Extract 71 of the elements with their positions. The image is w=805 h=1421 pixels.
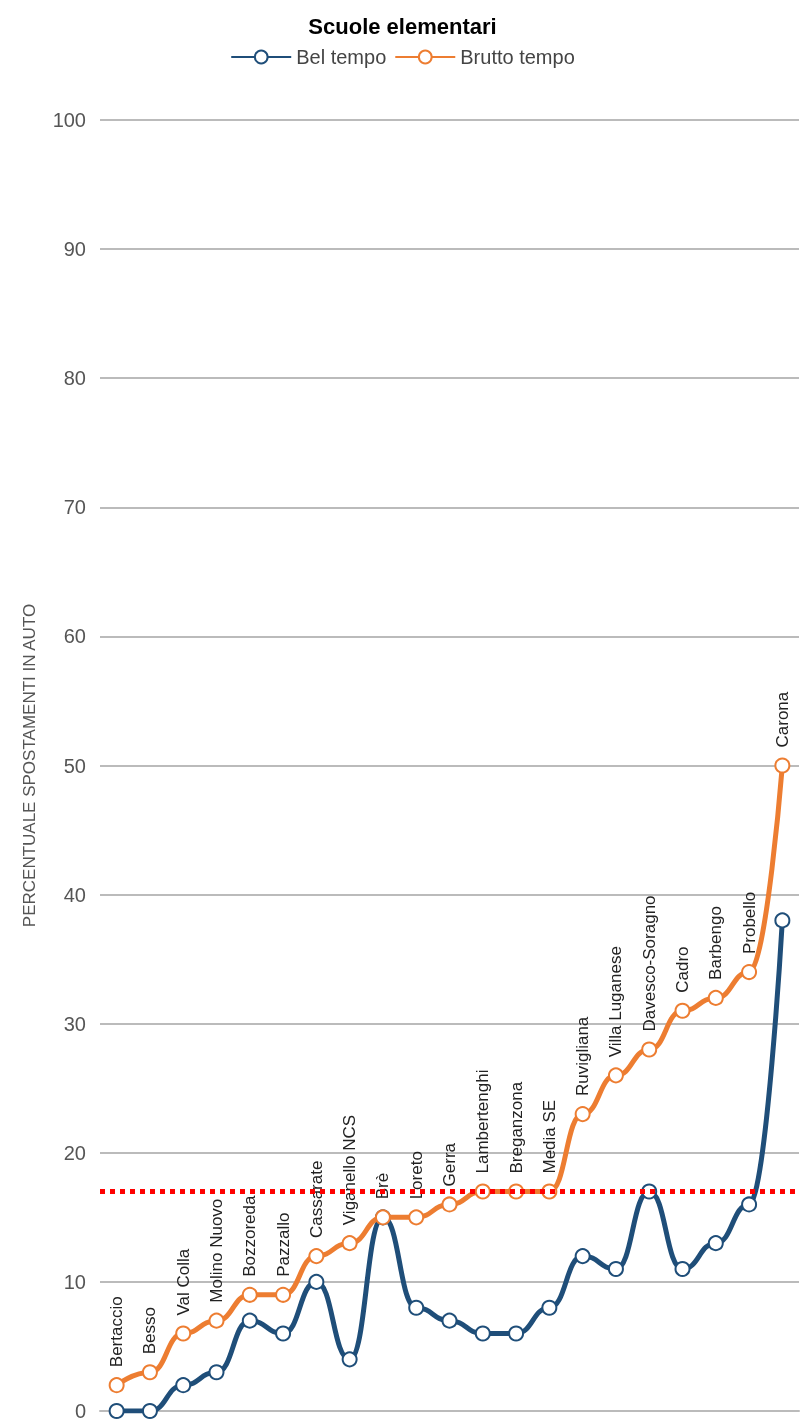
y-tick-label: 70	[63, 496, 86, 519]
y-tick-label: 20	[63, 1141, 86, 1164]
y-tick-label: 90	[63, 238, 86, 261]
x-tick-label: Pazzallo	[273, 1212, 293, 1277]
point	[175, 1377, 192, 1394]
y-tick-label: 40	[63, 883, 86, 906]
x-tick-label: Gerra	[440, 1142, 459, 1187]
point	[574, 1106, 591, 1123]
x-tick-label: Bertaccio	[107, 1296, 127, 1368]
x-tick-label: Carona	[772, 691, 792, 748]
point	[408, 1209, 425, 1226]
point	[741, 964, 758, 981]
point	[774, 912, 791, 929]
point	[441, 1196, 458, 1213]
point	[641, 1041, 658, 1058]
point	[474, 1325, 491, 1342]
point	[108, 1403, 125, 1419]
x-tick-label: Molino Nuovo	[207, 1198, 226, 1303]
point	[441, 1312, 458, 1329]
y-axis-title: PERCENTUALE SPOSTAMENTI IN AUTO	[20, 603, 39, 928]
y-tick-label: 50	[63, 754, 86, 777]
x-tick-label: Ruvigliana	[573, 1016, 593, 1097]
point	[408, 1299, 425, 1316]
point	[774, 757, 791, 774]
x-tick-label: Barbengo	[706, 906, 726, 980]
point	[275, 1325, 292, 1342]
point	[175, 1325, 192, 1342]
point	[308, 1248, 325, 1265]
point	[341, 1351, 358, 1368]
x-tick-label: Villa Luganese	[606, 946, 626, 1058]
x-tick-label: Media SE	[539, 1099, 559, 1174]
point	[707, 989, 724, 1006]
point	[607, 1260, 624, 1277]
x-tick-label: Val Colla	[173, 1248, 193, 1316]
point	[541, 1299, 558, 1316]
y-tick-label: 80	[63, 367, 86, 390]
point	[707, 1235, 724, 1252]
point	[508, 1325, 525, 1342]
x-tick-label: Breganzona	[506, 1081, 526, 1174]
point	[241, 1312, 258, 1329]
x-tick-label: Bozzoreda	[240, 1194, 260, 1277]
point	[341, 1235, 358, 1252]
point	[574, 1248, 591, 1265]
y-tick-label: 60	[63, 625, 86, 648]
point	[275, 1286, 292, 1303]
point	[141, 1364, 158, 1381]
point	[674, 1260, 691, 1277]
point	[241, 1286, 258, 1303]
x-tick-label: Davesco-Soragno	[639, 895, 659, 1032]
point	[108, 1377, 125, 1394]
point	[607, 1067, 624, 1084]
point	[208, 1312, 225, 1329]
y-tick-label: 100	[52, 109, 86, 131]
chart-title: Scuole elementari	[308, 13, 497, 39]
x-tick-label: Lambertenghi	[473, 1069, 493, 1174]
point	[741, 1196, 758, 1213]
legend-label: Bel tempo	[296, 46, 387, 68]
x-tick-label: Viganello NCS	[340, 1114, 360, 1226]
x-tick-label: Besso	[140, 1307, 160, 1355]
x-tick-label: Cadro	[673, 946, 692, 993]
legend-label: Brutto tempo	[460, 46, 575, 68]
x-tick-label: Loreto	[406, 1151, 426, 1200]
x-tick-label: Cassarate	[306, 1160, 326, 1239]
y-tick-label: 10	[63, 1270, 86, 1293]
y-tick-label: 30	[63, 1012, 86, 1035]
y-tick-label: 0	[74, 1400, 86, 1421]
x-tick-label: Probello	[739, 891, 759, 955]
point	[308, 1273, 325, 1290]
point	[674, 1002, 691, 1019]
point	[141, 1403, 158, 1419]
point	[208, 1364, 225, 1381]
